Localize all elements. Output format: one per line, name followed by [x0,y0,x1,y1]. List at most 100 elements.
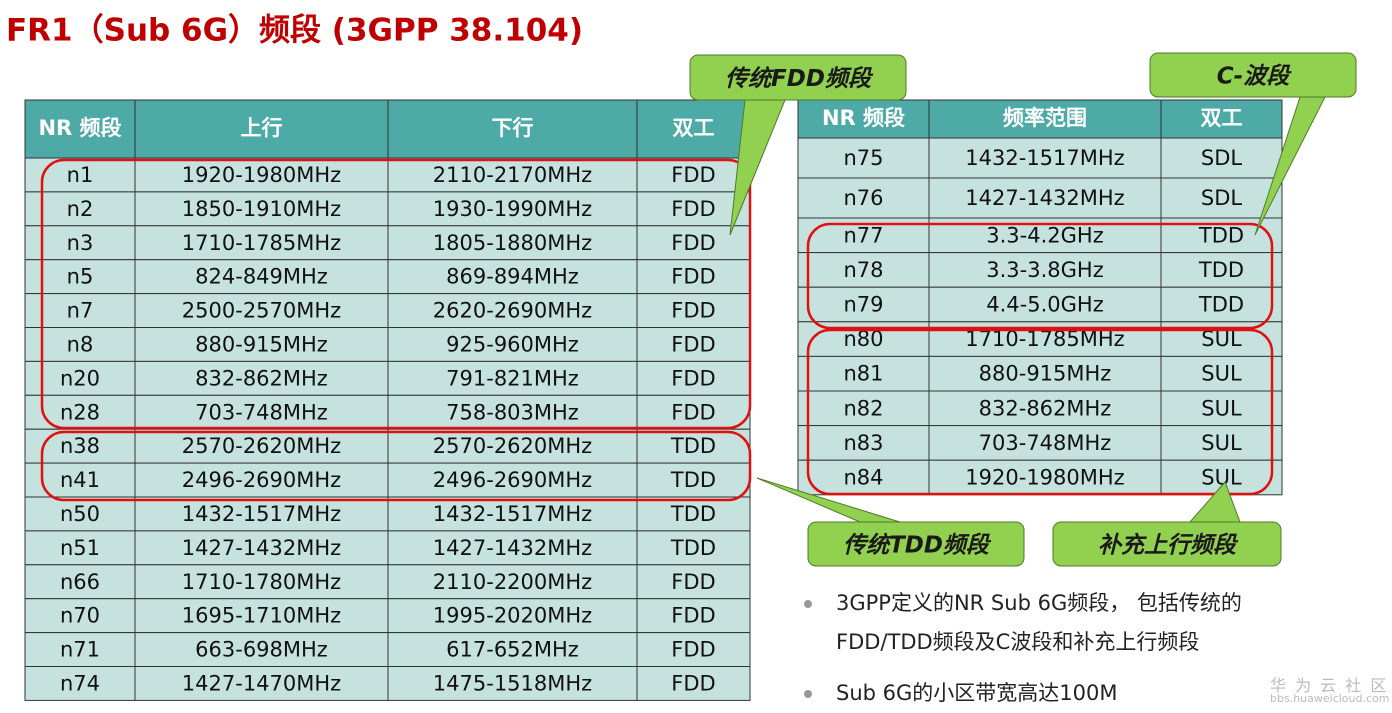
cell [387,666,638,701]
callout [807,521,1025,567]
cell-text: 703-748MHz [979,431,1112,455]
cell-text: FDD [671,332,715,356]
cell-text: TDD [1198,223,1244,247]
cell-text: TDD [670,502,716,526]
cell [134,666,389,701]
cell-text: 791-821MHz [446,366,579,390]
cell-text: 1930-1990MHz [433,197,592,221]
cell [928,252,1162,288]
cell [928,355,1162,392]
cell [1160,425,1283,461]
cell [134,293,389,329]
cell-text: n2 [67,197,94,221]
cell [387,530,638,566]
cell-text: n3 [67,231,94,255]
cell-text: FDD [671,570,715,594]
cell-text: 925-960MHz [446,332,579,356]
cell-text: 869-894MHz [446,265,579,289]
callout [1149,52,1357,98]
cell-text: 1695-1710MHz [182,604,341,628]
cell [636,293,751,329]
cell-text: n5 [67,265,94,289]
callout [689,54,907,101]
cell-text: n82 [843,396,883,420]
cell-text: FDD [671,163,715,187]
cell [387,191,638,227]
cell-text: 1920-1980MHz [965,466,1124,490]
cell [636,632,751,667]
cell-text: n50 [60,502,100,526]
cell [928,425,1162,461]
cell-text: 2620-2690MHz [433,299,592,323]
highlight-box [806,328,1274,496]
cell [24,632,136,667]
cell-text: TDD [670,434,716,458]
header-text: 上行 [241,116,283,140]
watermark-url: bbs.huaweicloud.com [1270,692,1390,705]
cell [636,360,751,396]
cell [928,459,1162,496]
cell [387,496,638,532]
cell [797,390,930,427]
cell-text: n83 [843,431,883,455]
cell-text: 1805-1880MHz [433,231,592,255]
cell [797,459,930,496]
cell-text: n71 [60,638,100,662]
header-cell [636,99,751,159]
cell-text: SUL [1201,362,1242,386]
header-cell [797,99,930,139]
cell [797,286,930,323]
cell-text: n77 [843,223,883,247]
cell-text: TDD [670,536,716,560]
cell-text: 1432-1517MHz [182,502,341,526]
cell-text: FDD [671,400,715,424]
cell [387,394,638,430]
cell-text: 2570-2620MHz [433,434,592,458]
cell-text: 3.3-3.8GHz [986,258,1103,282]
cell-text: 1710-1780MHz [182,570,341,594]
cell-text: 758-803MHz [446,400,579,424]
cell-text: 2500-2570MHz [182,299,341,323]
cell [928,137,1162,179]
cell [134,259,389,295]
cell-text: n74 [60,671,100,695]
cell-text: 2110-2200MHz [433,570,592,594]
cell-text: SDL [1201,146,1243,170]
cell-text: 832-862MHz [979,396,1112,420]
cell-text: FDD [671,638,715,662]
cell [1160,177,1283,219]
cell-text: 617-652MHz [446,638,579,662]
cell-text: n81 [843,362,883,386]
cell [24,191,136,227]
cell-text: n41 [60,468,100,492]
cell-text: 1427-1432MHz [433,536,592,560]
cell [24,225,136,261]
cell [24,360,136,396]
cell [24,666,136,701]
cell [636,496,751,532]
cell [24,327,136,362]
cell-text: 1475-1518MHz [433,671,592,695]
cell-text: SDL [1201,186,1243,210]
cell-text: n51 [60,536,100,560]
cell [387,564,638,600]
cell-text: 2570-2620MHz [182,434,341,458]
cell-text: SUL [1201,396,1242,420]
cell-text: n75 [843,146,883,170]
cell-text: n78 [843,258,883,282]
header-text: 双工 [1201,106,1243,130]
highlight-box [806,222,1274,330]
cell [134,225,389,261]
callout-text: 传统TDD频段 [843,533,992,559]
bullet: Sub 6G的小区带宽高达100M [804,674,1316,713]
cell [24,598,136,634]
cell [387,462,638,498]
bullet: 3GPP定义的NR Sub 6G频段， 包括传统的FDD/TDD频段及C波段和补… [804,584,1316,662]
cell [797,252,930,288]
cell [134,632,389,667]
cell-text: n7 [67,299,94,323]
cell-text: 3.3-4.2GHz [986,223,1103,247]
cell-text: 1432-1517MHz [965,146,1124,170]
cell-text: 2496-2690MHz [182,468,341,492]
header-cell [24,99,136,159]
